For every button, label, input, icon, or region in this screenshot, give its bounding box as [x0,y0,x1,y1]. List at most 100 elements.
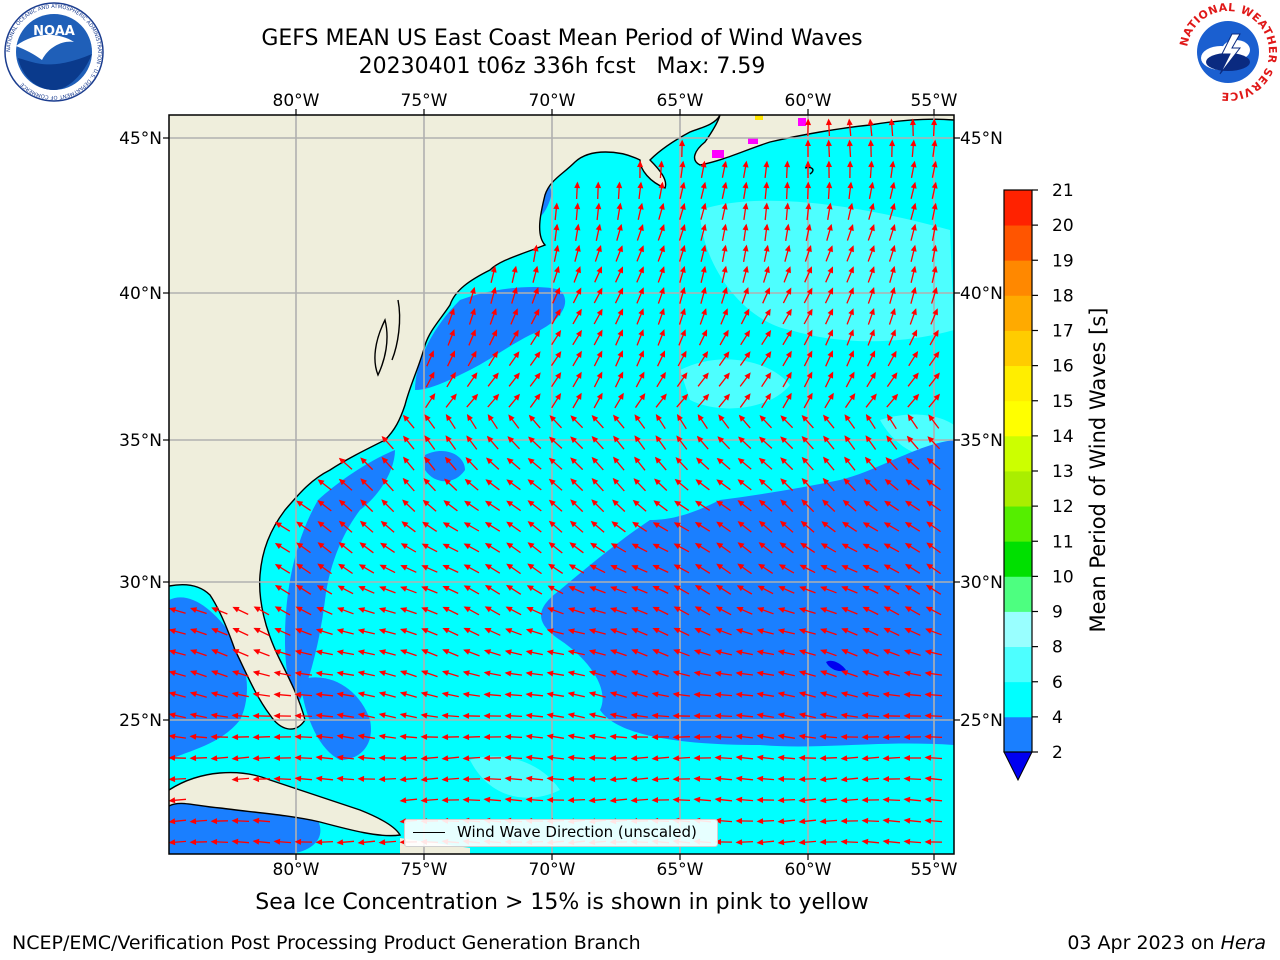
wave-direction-arrowhead [588,691,596,698]
wave-direction-arrowhead [659,329,665,337]
wave-direction-arrowhead [659,308,665,316]
wave-direction-arrowhead [421,670,429,676]
wave-direction-arrowhead [617,245,623,253]
wave-direction-arrowhead [693,734,700,740]
wave-direction-arrowhead [758,520,766,528]
wave-direction-arrowhead [714,649,722,656]
wave-direction-arrowhead [820,607,828,613]
wave-direction-arrowhead [617,287,624,295]
wave-direction-arrowhead [673,564,681,571]
wave-direction-arrowhead [486,435,494,443]
wave-direction-arrowhead [441,755,449,762]
colorbar-tick-label: 8 [1052,638,1063,658]
wave-direction-arrowhead [441,734,449,741]
wave-direction-arrowhead [907,414,914,422]
wave-direction-arrowhead [211,649,219,655]
wave-direction-arrowhead [338,457,346,465]
wave-direction-arrowhead [865,414,872,422]
wave-direction-arrowhead [717,436,725,443]
wave-direction-arrowhead [546,712,554,719]
wave-direction-arrowhead [637,181,644,189]
wave-direction-arrowhead [470,308,476,316]
wave-direction-arrowhead [912,393,920,401]
wave-direction-arrowhead [931,139,938,147]
wave-direction-arrowhead [756,839,764,846]
wave-direction-arrowhead [463,649,471,655]
wave-direction-arrowhead [506,479,514,486]
wave-direction-arrowhead [169,818,176,825]
wave-direction-arrowhead [737,500,745,507]
wave-direction-arrowhead [742,160,749,168]
wave-direction-arrowhead [883,543,891,550]
wave-direction-arrowhead [445,414,452,422]
wave-direction-arrowhead [715,606,723,613]
wave-direction-arrowhead [799,586,807,592]
footer-date: 03 Apr 2023 on Hera [1067,932,1266,954]
wave-direction-arrowhead [547,607,555,613]
wave-direction-arrowhead [680,265,686,273]
wave-direction-arrowhead [779,542,787,549]
chart-title: GEFS MEAN US East Coast Mean Period of W… [261,26,863,51]
wave-direction-arrowhead [399,691,407,697]
wave-direction-arrowhead [716,479,724,486]
wave-direction-arrowhead [504,691,512,698]
wave-direction-arrowhead [470,329,476,337]
wave-direction-arrowhead [842,499,850,507]
wave-direction-arrowhead [924,649,932,656]
wave-direction-arrowhead [463,606,471,613]
wave-direction-arrowhead [738,414,746,422]
wave-direction-arrowhead [511,265,518,273]
wave-direction-arrowhead [424,456,431,464]
wave-direction-arrowhead [785,287,792,295]
wave-direction-arrowhead [882,670,890,677]
colorbar-under-extension [1003,751,1033,782]
wave-direction-arrowhead [617,308,624,316]
wave-direction-arrowhead [658,202,665,210]
wave-direction-arrowhead [801,456,809,464]
wind-wave-arrows [169,118,943,846]
wave-direction-arrowhead [504,712,512,719]
wave-direction-arrowhead [735,628,743,634]
wave-direction-arrowhead [400,649,408,655]
wave-direction-arrowhead [819,797,827,804]
wave-direction-arrowhead [735,649,743,656]
wave-direction-arrowhead [651,734,659,741]
wave-direction-arrowhead [777,733,785,740]
wave-direction-arrowhead [630,733,638,740]
wave-direction-arrowhead [421,628,429,634]
wave-direction-arrowhead [232,670,240,676]
colorbar: 2 4 6 8 9 10 11 12 13 14 15 16 17 18 19 20 21 [1003,181,1074,782]
wave-direction-arrowhead [798,797,806,804]
wave-direction-arrowhead [714,691,722,698]
wave-direction-arrowhead [315,649,323,656]
wave-direction-arrowhead [399,712,407,719]
wave-direction-arrowhead [399,755,407,762]
wave-direction-arrowhead [676,435,683,443]
wave-direction-arrowhead [294,649,302,656]
wave-direction-arrowhead [631,670,639,676]
wave-direction-arrowhead [610,543,618,550]
wave-direction-arrowhead [861,670,869,676]
wave-direction-arrowhead [925,606,933,613]
wave-direction-arrowhead [548,542,556,549]
wave-direction-arrowhead [924,839,931,845]
wave-direction-arrowhead [784,181,791,189]
colorbar-segment [1004,295,1032,331]
wave-direction-arrowhead [548,499,556,507]
wave-direction-arrowhead [819,691,827,698]
wave-direction-arrowhead [512,329,519,337]
wave-direction-arrowhead [847,160,854,168]
wave-direction-arrowhead [679,139,686,147]
wave-direction-arrowhead [505,606,513,613]
wave-direction-arrowhead [315,733,323,740]
wave-direction-arrowhead [906,457,913,465]
wave-direction-arrowhead [820,649,828,655]
wave-direction-arrowhead [513,351,520,359]
wave-direction-arrowhead [693,712,701,719]
wave-direction-arrowhead [806,371,813,379]
wave-direction-arrowhead [819,818,827,825]
wave-direction-arrowhead [574,244,581,252]
wave-direction-arrowhead [868,181,875,189]
wave-direction-arrowhead [722,286,728,294]
wave-direction-arrowhead [679,160,686,168]
